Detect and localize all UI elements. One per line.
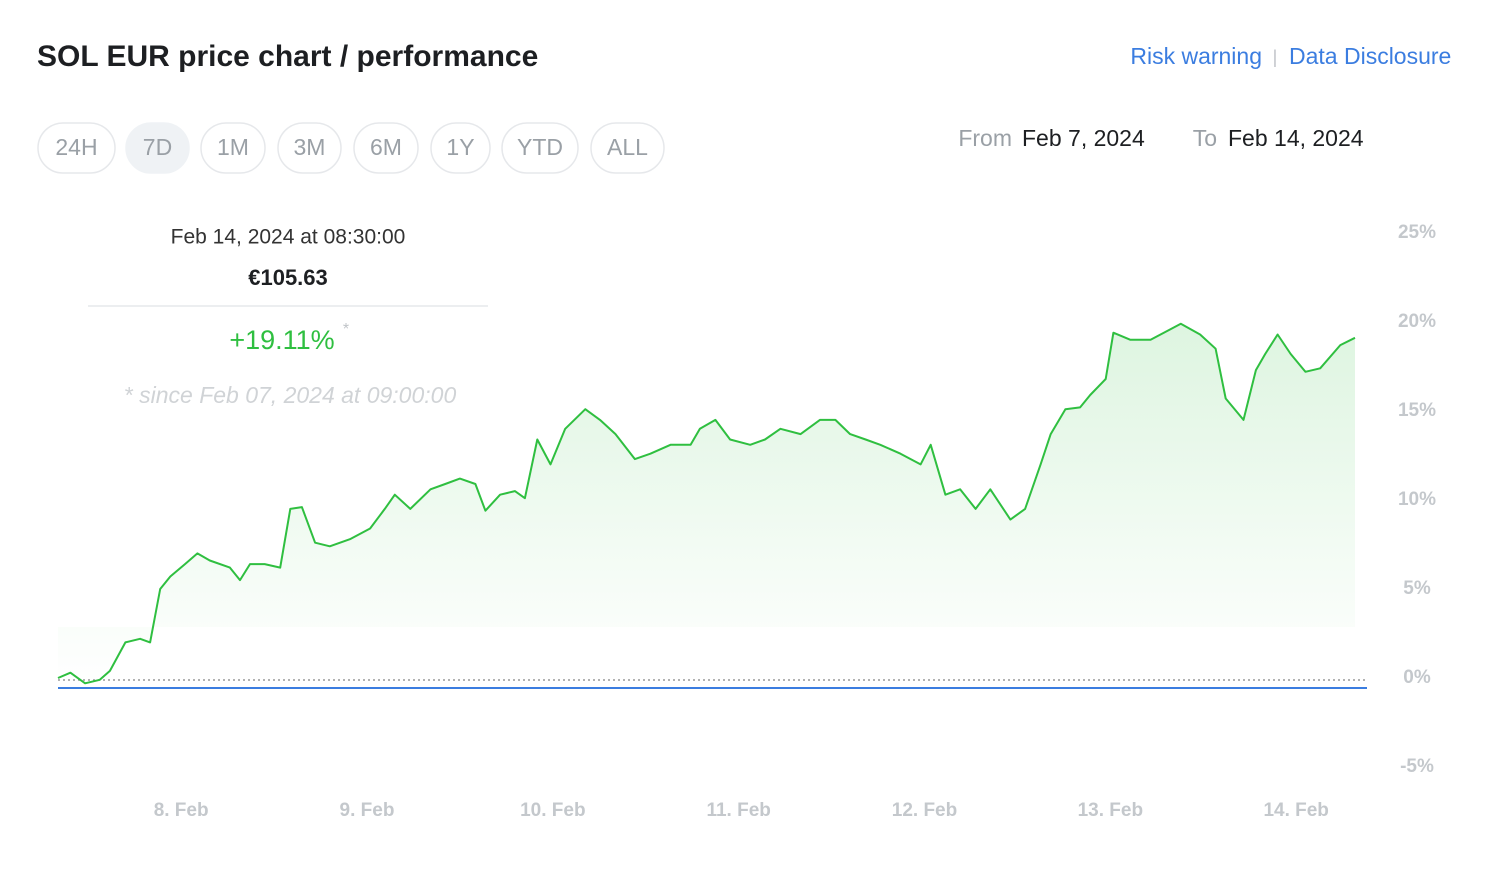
button-bg bbox=[277, 122, 342, 174]
button-label: 24H bbox=[55, 134, 97, 160]
button-bg bbox=[200, 122, 266, 174]
range-button[interactable]: 6M bbox=[353, 122, 419, 174]
button-bg bbox=[125, 122, 190, 174]
y-tick-label: 20% bbox=[1398, 311, 1436, 332]
to-date[interactable]: Feb 14, 2024 bbox=[1228, 125, 1364, 151]
tooltip: Feb 14, 2024 at 08:30:00 €105.63 +19.11%… bbox=[88, 226, 488, 408]
button-label: 3M bbox=[294, 134, 326, 160]
button-label: 7D bbox=[143, 134, 172, 160]
button-label: ALL bbox=[607, 134, 648, 160]
y-tick-label: 15% bbox=[1398, 400, 1436, 421]
range-button[interactable]: 3M bbox=[277, 122, 342, 174]
x-tick-label: 9. Feb bbox=[340, 800, 395, 821]
risk-link[interactable]: Risk warning bbox=[1130, 43, 1262, 69]
range-button[interactable]: 1M bbox=[200, 122, 266, 174]
x-tick-label: 11. Feb bbox=[706, 800, 770, 821]
range-button[interactable]: 1Y bbox=[430, 122, 491, 174]
x-tick-label: 10. Feb bbox=[520, 800, 585, 821]
y-tick-label: 0% bbox=[1403, 667, 1431, 688]
tooltip-time: Feb 14, 2024 at 08:30:00 bbox=[171, 226, 406, 249]
button-label: 6M bbox=[370, 134, 402, 160]
tooltip-price: €105.63 bbox=[248, 265, 328, 290]
link-separator: | bbox=[1273, 47, 1278, 67]
y-tick-label: -5% bbox=[1400, 756, 1434, 777]
x-tick-label: 8. Feb bbox=[154, 800, 209, 821]
button-bg bbox=[353, 122, 419, 174]
button-bg bbox=[430, 122, 491, 174]
y-tick-label: 25% bbox=[1398, 222, 1436, 243]
button-bg bbox=[501, 122, 579, 174]
x-tick-label: 14. Feb bbox=[1263, 800, 1328, 821]
y-tick-label: 5% bbox=[1403, 578, 1431, 599]
plot: -5% 0% 5% 10% 15% 20% 25% 8. Feb 9. Feb 10. Feb 11… bbox=[57, 222, 1436, 821]
from-label: From bbox=[958, 125, 1012, 151]
button-label: 1Y bbox=[446, 134, 474, 160]
button-label: YTD bbox=[517, 134, 563, 160]
to-label: To bbox=[1193, 125, 1217, 151]
disclosure-link[interactable]: Data Disclosure bbox=[1289, 43, 1451, 69]
tooltip-note: * since Feb 07, 2024 at 09:00:00 bbox=[124, 382, 457, 408]
button-bg bbox=[37, 122, 116, 174]
range-button[interactable]: 7D bbox=[125, 122, 190, 174]
y-tick-label: 10% bbox=[1398, 489, 1436, 510]
range-button[interactable]: 24H bbox=[37, 122, 116, 174]
tooltip-asterisk: * bbox=[343, 321, 349, 338]
x-tick-label: 12. Feb bbox=[892, 800, 957, 821]
page-title: SOL EUR price chart / performance bbox=[37, 40, 538, 73]
x-tick-label: 13. Feb bbox=[1078, 800, 1143, 821]
from-date[interactable]: Feb 7, 2024 bbox=[1022, 125, 1145, 151]
range-buttons: 24H 7D 1M 3M 6M 1Y YTD ALL bbox=[37, 122, 665, 174]
price-line bbox=[57, 322, 1356, 685]
range-button[interactable]: ALL bbox=[590, 122, 665, 174]
button-label: 1M bbox=[217, 134, 249, 160]
area bbox=[58, 323, 1355, 684]
button-bg bbox=[590, 122, 665, 174]
range-button[interactable]: YTD bbox=[501, 122, 579, 174]
tooltip-change: +19.11% bbox=[229, 325, 334, 355]
